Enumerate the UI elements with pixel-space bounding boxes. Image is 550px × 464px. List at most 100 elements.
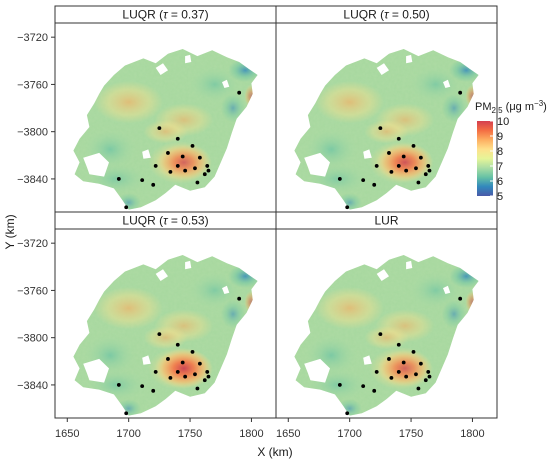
panel-title: LUQR (τ = 0.50) (343, 8, 429, 22)
station-point (175, 164, 180, 168)
x-tick-label: 1800 (460, 428, 484, 440)
station-point (361, 178, 366, 183)
station-point (427, 168, 432, 173)
station-point (205, 370, 210, 374)
station-point (345, 411, 350, 416)
station-point (418, 361, 423, 366)
monitoring-stations (116, 296, 242, 416)
panel-title-tau: τ (384, 8, 390, 22)
station-point (416, 180, 421, 185)
y-tick-label: −3720 (17, 238, 48, 250)
water-body (443, 79, 451, 88)
station-point (168, 169, 173, 174)
y-tick-label: −3840 (17, 174, 48, 186)
water-body (155, 269, 168, 281)
legend-tick-label: 10 (497, 116, 509, 128)
station-point (345, 205, 350, 210)
x-axis-title: X (km) (257, 445, 292, 459)
water-body (222, 79, 230, 88)
panel-title: LUQR (τ = 0.53) (122, 214, 208, 228)
station-point (396, 164, 401, 168)
station-point (166, 357, 170, 361)
x-tick-label: 1650 (55, 428, 79, 440)
station-point (151, 388, 156, 393)
water-body (222, 285, 230, 294)
axes: Y (km) X (km) 1650 1700 1750 1800 1650 1700 17… (3, 32, 485, 459)
water-body (83, 358, 109, 383)
station-point (237, 90, 242, 95)
legend-tick-label: 6 (497, 176, 503, 188)
station-point (396, 370, 401, 374)
station-point (372, 388, 377, 393)
station-point (387, 357, 391, 361)
station-point (195, 386, 200, 391)
station-point (206, 374, 211, 379)
panel-title-tau: τ (163, 8, 169, 22)
station-point (193, 372, 197, 377)
water-body (142, 149, 151, 159)
station-point (458, 90, 463, 95)
station-point (396, 136, 401, 141)
station-point (389, 375, 394, 380)
station-point (374, 164, 379, 168)
panel-title-prefix: LUQR ( (343, 8, 384, 22)
station-point (157, 126, 162, 131)
station-point (416, 386, 421, 391)
water-body (185, 54, 192, 64)
x-tick-label: 1650 (276, 428, 300, 440)
water-body (406, 260, 413, 270)
y-tick-label: −3800 (17, 127, 48, 139)
station-point (175, 342, 180, 347)
station-point (153, 370, 158, 374)
legend-title-sup: −3 (534, 99, 544, 108)
station-point (389, 169, 394, 174)
legend-tick-label: 5 (497, 191, 503, 203)
station-point (183, 168, 188, 173)
station-point (423, 378, 428, 383)
x-tick-label: 1700 (337, 428, 361, 440)
legend-title-main: PM (475, 101, 492, 113)
station-point (157, 332, 162, 337)
y-tick-label: −3720 (17, 32, 48, 44)
panel-title-tau: τ (163, 214, 169, 228)
station-point (427, 374, 432, 379)
station-point (426, 164, 431, 168)
station-point (237, 296, 242, 301)
water-body (142, 355, 151, 365)
panel-title: LUQR (τ = 0.37) (122, 8, 208, 22)
water-body (406, 54, 413, 64)
monitoring-stations (116, 90, 242, 210)
station-point (206, 168, 211, 173)
station-point (116, 177, 121, 181)
panel-title-suffix: = 0.50) (389, 8, 430, 22)
station-point (378, 126, 383, 131)
station-point (361, 384, 366, 389)
station-point (458, 296, 463, 301)
legend-title-close: ) (543, 101, 547, 113)
station-point (401, 154, 406, 159)
panel-title-prefix: LUR (374, 214, 398, 228)
station-point (124, 411, 129, 416)
legend-title-unit: (μg m (503, 101, 534, 113)
y-tick-label: −3760 (17, 79, 48, 91)
panel-title-prefix: LUQR ( (122, 8, 163, 22)
station-point (404, 374, 409, 379)
station-point (396, 342, 401, 347)
water-body (304, 152, 330, 177)
water-body (363, 355, 372, 365)
station-point (411, 349, 416, 354)
panel-title-prefix: LUQR ( (122, 214, 163, 228)
station-point (423, 172, 428, 177)
station-point (411, 143, 416, 148)
station-point (414, 166, 418, 171)
station-point (378, 332, 383, 337)
panel-4: LUR (275, 211, 498, 419)
x-tick-label: 1750 (399, 428, 423, 440)
station-point (193, 166, 197, 171)
panel-strip: LUR (275, 211, 498, 230)
legend-tick-label: 8 (497, 146, 503, 158)
station-point (197, 155, 202, 160)
panel-2: LUQR (τ = 0.50) (275, 5, 498, 213)
colorbar-legend: PM2.5 (μg m−3) 10 9 8 7 6 5 (475, 99, 547, 203)
